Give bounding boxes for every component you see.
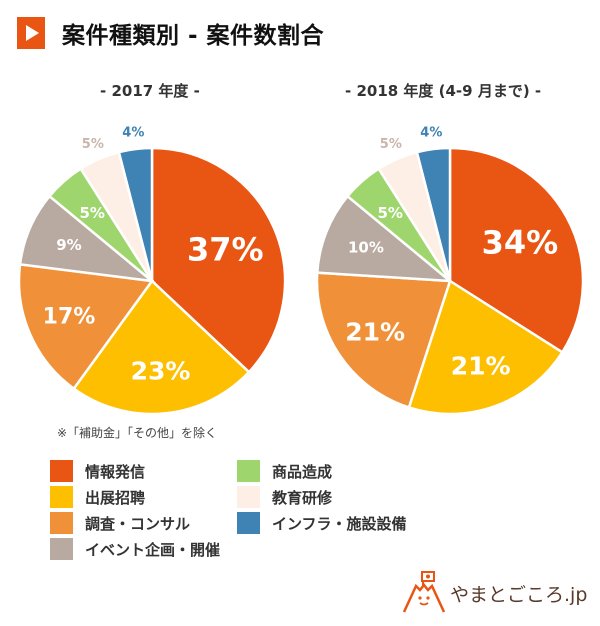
page-title: 案件種類別 - 案件数割合 <box>62 23 325 49</box>
legend-swatch <box>50 538 73 560</box>
data-label: 10% <box>348 239 384 257</box>
legend-swatch <box>237 460 260 482</box>
legend-item: 情報発信 <box>50 460 237 482</box>
legend-label: 出展招聘 <box>85 488 146 507</box>
legend-label: 商品造成 <box>272 462 333 481</box>
logo: やまとごころ.jp <box>400 570 590 615</box>
data-label: 5% <box>82 137 104 152</box>
legend-label: インフラ・施設設備 <box>272 514 407 533</box>
pie-slice <box>315 271 452 410</box>
mountain-logo-icon <box>402 571 446 613</box>
legend-label: 情報発信 <box>85 462 146 481</box>
data-label: 21% <box>345 317 405 346</box>
data-label: 37% <box>187 230 264 268</box>
legend-label: 調査・コンサル <box>85 514 191 533</box>
legend-swatch <box>50 486 73 508</box>
legend-item: インフラ・施設設備 <box>237 512 437 534</box>
legend-swatch <box>50 512 73 534</box>
legend-item: 調査・コンサル <box>50 512 237 534</box>
pie-slice <box>407 279 565 416</box>
pie-slice <box>150 146 287 374</box>
legend-item: 教育研修 <box>237 486 437 508</box>
legend-item: 商品造成 <box>237 460 437 482</box>
data-label: 23% <box>131 357 191 386</box>
data-label: 4% <box>420 126 442 141</box>
pie-slice <box>315 194 454 283</box>
pie-slice <box>117 146 154 282</box>
legend-swatch <box>237 512 260 534</box>
pie-slice <box>72 279 251 416</box>
play-icon <box>17 17 45 49</box>
legend-swatch <box>50 460 73 482</box>
legend-item: 出展招聘 <box>50 486 237 508</box>
data-label: 5% <box>377 204 402 222</box>
legend-label: 教育研修 <box>272 488 333 507</box>
data-label: 21% <box>451 352 511 381</box>
legend: 情報発信 商品造成出展招聘 教育研修調査・コンサル インフラ・施設設備イベント企画・開… <box>50 460 437 560</box>
data-label: 4% <box>122 126 144 141</box>
pie-2018-title: - 2018 年度 (4-9 月まで) - <box>345 82 542 100</box>
legend-item: イベント企画・開催 <box>50 538 237 560</box>
legend-swatch <box>237 486 260 508</box>
pie-2017-title: - 2017 年度 - <box>100 82 200 100</box>
legend-label: イベント企画・開催 <box>85 540 221 559</box>
data-label: 5% <box>380 137 402 152</box>
data-label: 9% <box>56 236 81 254</box>
data-label: 34% <box>482 224 559 262</box>
data-label: 5% <box>79 204 104 222</box>
data-label: 17% <box>43 304 96 329</box>
pie-slice <box>415 146 452 282</box>
pie-slice <box>17 262 155 391</box>
footnote: ※「補助金」「その他」を除く <box>57 426 218 440</box>
